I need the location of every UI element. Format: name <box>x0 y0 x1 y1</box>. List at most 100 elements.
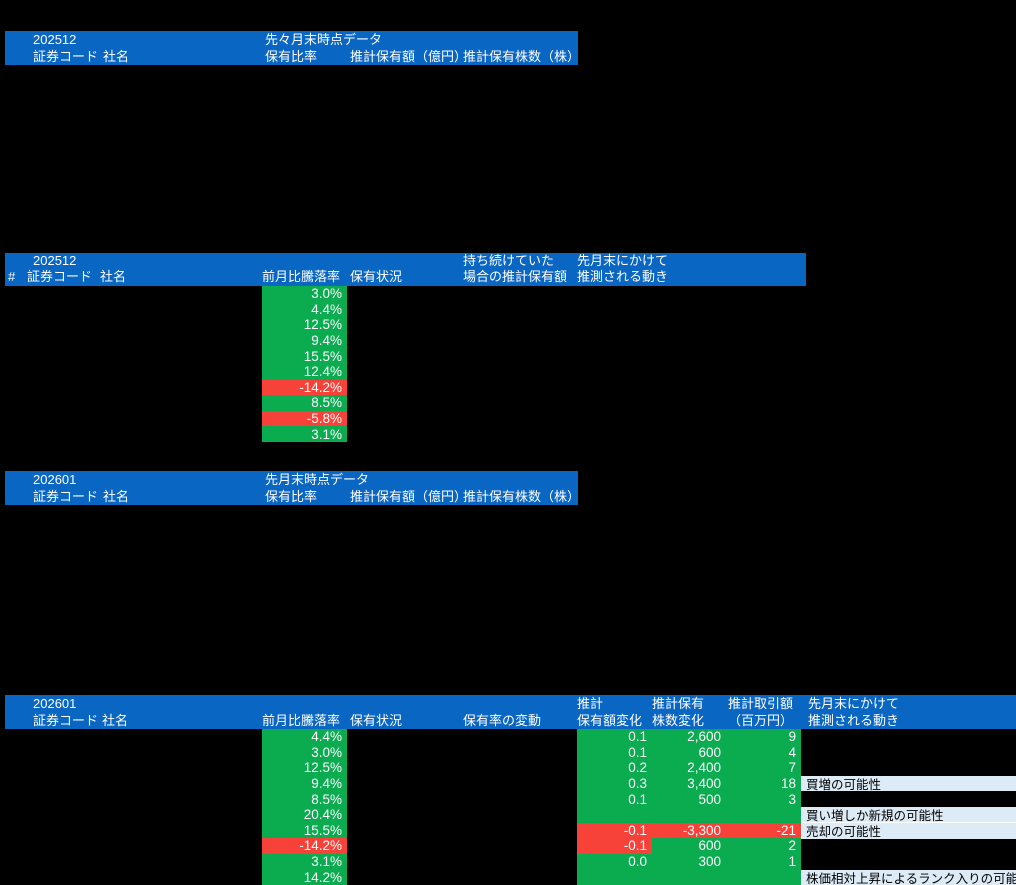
note-cell[interactable] <box>801 791 1016 807</box>
section2-col-move-line1: 先月末にかけて <box>577 253 669 268</box>
trade-amount-cell[interactable]: 3 <box>726 791 801 807</box>
amount-change-cell[interactable]: 0.1 <box>577 744 652 761</box>
pct-cell[interactable]: 4.4% <box>262 729 347 745</box>
section4-col-estshares-line2: 株数変化 <box>652 713 705 728</box>
pct-cell[interactable]: 12.5% <box>262 760 347 776</box>
shares-change-cell[interactable] <box>652 869 726 885</box>
section1-header-bar: 202512 先々月末時点データ 証券コード 社名 保有比率 推計保有額（億円）… <box>5 31 580 65</box>
section3-title: 先月末時点データ <box>265 472 370 487</box>
pct-cell[interactable]: 14.2% <box>262 869 347 885</box>
section4-col-esttrade-line1: 推計取引額 <box>728 696 794 711</box>
shares-change-cell[interactable] <box>652 806 726 823</box>
pct-cell[interactable]: 3.1% <box>262 426 347 442</box>
pct-cell[interactable]: 12.5% <box>262 317 347 333</box>
trade-amount-cell[interactable]: 1 <box>726 853 801 870</box>
note-cell[interactable]: 買い増しか新規の可能性 <box>801 806 1016 823</box>
note-cell[interactable]: 売却の可能性 <box>801 823 1016 839</box>
section2-col-held-line2: 場合の推計保有額 <box>463 269 568 284</box>
amount-change-cell[interactable]: -0.1 <box>577 838 652 854</box>
section3-period: 202601 <box>33 472 77 487</box>
note-cell[interactable] <box>801 760 1016 776</box>
note-cell[interactable] <box>801 854 1016 870</box>
section4-col-move-line2: 推測される動き <box>808 713 900 728</box>
note-cell[interactable]: 株価相対上昇によるランク入りの可能性 <box>801 869 1016 885</box>
note-cell[interactable] <box>801 729 1016 745</box>
amount-change-cell[interactable]: 0.2 <box>577 760 652 776</box>
section4-col-code: 証券コード <box>33 713 99 728</box>
section4-amount-change-column: 0.1 0.1 0.2 0.3 0.1 -0.1 -0.1 0.0 <box>577 729 652 885</box>
section4-mom-change-column: 4.4% 3.0% 12.5% 9.4% 8.5% 20.4% 15.5% -1… <box>262 729 347 885</box>
section4-col-estamt-line2: 保有額変化 <box>577 713 643 728</box>
trade-amount-cell[interactable]: 2 <box>726 838 801 854</box>
section2-col-num: # <box>8 269 16 284</box>
section4-col-esttrade-line2: （百万円） <box>728 713 794 728</box>
shares-change-cell[interactable]: 2,600 <box>652 729 726 745</box>
trade-amount-cell[interactable]: 18 <box>726 775 801 792</box>
section4-col-move-line1: 先月末にかけて <box>808 696 900 711</box>
section3-col-shares: 推計保有株数（株） <box>463 489 581 504</box>
section4-col-ratio-change: 保有率の変動 <box>463 713 542 728</box>
amount-change-cell[interactable]: 0.1 <box>577 729 652 745</box>
amount-change-cell[interactable] <box>577 806 652 823</box>
pct-cell[interactable]: 8.5% <box>262 791 347 807</box>
section2-col-move-line2: 推測される動き <box>577 269 669 284</box>
amount-change-cell[interactable] <box>577 869 652 885</box>
section2-col-code: 証券コード <box>27 269 93 284</box>
amount-change-cell[interactable]: -0.1 <box>577 822 652 839</box>
section4-col-name: 社名 <box>102 713 129 728</box>
section1-col-ratio: 保有比率 <box>265 49 318 64</box>
amount-change-cell[interactable]: 0.1 <box>577 791 652 807</box>
pct-cell[interactable]: 3.1% <box>262 853 347 870</box>
pct-cell[interactable]: 9.4% <box>262 775 347 792</box>
section2-mom-change-column: 3.0% 4.4% 12.5% 9.4% 15.5% 12.4% -14.2% … <box>262 286 347 442</box>
shares-change-cell[interactable]: 600 <box>652 838 726 854</box>
pct-cell[interactable]: 4.4% <box>262 301 347 318</box>
pct-cell[interactable]: 12.4% <box>262 363 347 380</box>
note-cell[interactable]: 買増の可能性 <box>801 775 1016 791</box>
section2-period: 202512 <box>33 253 77 268</box>
section3-col-amount: 推計保有額（億円） <box>350 489 468 504</box>
pct-cell[interactable]: -14.2% <box>262 379 347 396</box>
pct-cell[interactable]: 15.5% <box>262 822 347 839</box>
section2-col-change: 前月比騰落率 <box>262 269 341 284</box>
shares-change-cell[interactable]: 300 <box>652 853 726 870</box>
shares-change-cell[interactable]: 3,400 <box>652 775 726 792</box>
section4-header-bar: 202601 推計 推計保有 推計取引額 先月末にかけて 証券コード 社名 前月… <box>5 695 1016 729</box>
shares-change-cell[interactable]: 600 <box>652 744 726 761</box>
section4-col-change: 前月比騰落率 <box>262 713 341 728</box>
pct-cell[interactable]: 15.5% <box>262 348 347 364</box>
section4-inferred-move-column: 買増の可能性 買い増しか新規の可能性 売却の可能性 株価相対上昇によるランク入り… <box>801 729 1016 885</box>
section1-period: 202512 <box>33 32 77 47</box>
section1-col-amount: 推計保有額（億円） <box>350 49 468 64</box>
trade-amount-cell[interactable]: -21 <box>726 822 801 839</box>
pct-cell[interactable]: 3.0% <box>262 744 347 761</box>
pct-cell[interactable]: 8.5% <box>262 395 347 411</box>
section4-col-estshares-line1: 推計保有 <box>652 696 705 711</box>
section2-col-held-line1: 持ち続けていた <box>463 253 555 268</box>
section4-period: 202601 <box>33 696 77 711</box>
section2-col-status: 保有状況 <box>350 269 403 284</box>
pct-cell[interactable]: -5.8% <box>262 410 347 427</box>
pct-cell[interactable]: 3.0% <box>262 286 347 302</box>
section3-col-name: 社名 <box>103 489 130 504</box>
section3-col-code: 証券コード <box>33 489 99 504</box>
pct-cell[interactable]: -14.2% <box>262 838 347 854</box>
shares-change-cell[interactable]: 2,400 <box>652 760 726 776</box>
section4-trade-amount-column: 9 4 7 18 3 -21 2 1 <box>726 729 801 885</box>
pct-cell[interactable]: 20.4% <box>262 806 347 823</box>
section4-col-estamt-line1: 推計 <box>577 696 604 711</box>
amount-change-cell[interactable]: 0.0 <box>577 853 652 870</box>
trade-amount-cell[interactable]: 9 <box>726 729 801 745</box>
trade-amount-cell[interactable] <box>726 806 801 823</box>
note-cell[interactable] <box>801 745 1016 761</box>
amount-change-cell[interactable]: 0.3 <box>577 775 652 792</box>
trade-amount-cell[interactable] <box>726 869 801 885</box>
pct-cell[interactable]: 9.4% <box>262 332 347 349</box>
trade-amount-cell[interactable]: 7 <box>726 760 801 776</box>
trade-amount-cell[interactable]: 4 <box>726 744 801 761</box>
shares-change-cell[interactable]: 500 <box>652 791 726 807</box>
note-cell[interactable] <box>801 839 1016 855</box>
shares-change-cell[interactable]: -3,300 <box>652 822 726 839</box>
section3-col-ratio: 保有比率 <box>265 489 318 504</box>
